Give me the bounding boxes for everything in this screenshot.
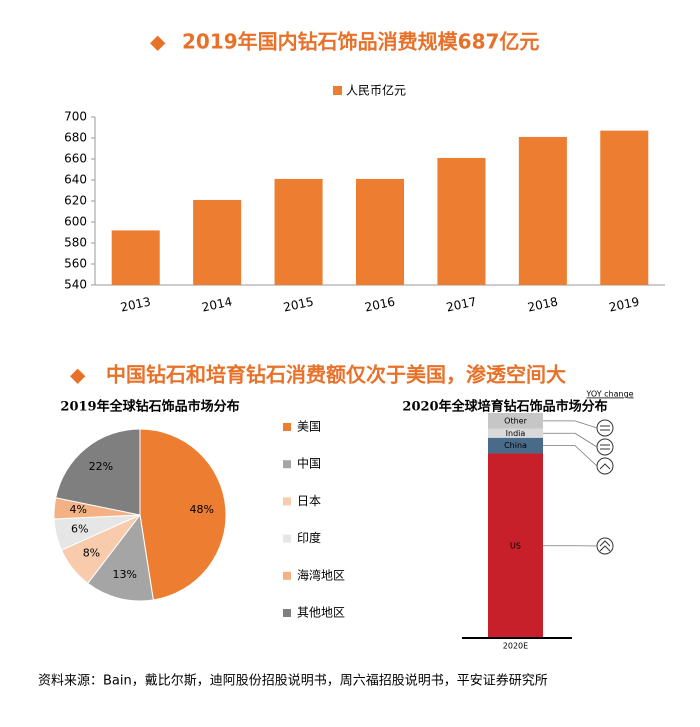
bar [600,130,649,285]
annotation: YOY change [585,390,633,399]
bar-segment [488,413,543,429]
section-title: 中国钻石和培育钻石消费额仅次于美国，渗透空间大 [106,363,566,387]
legend-swatch [333,86,342,95]
y-tick-label: 640 [64,173,87,187]
x-tick-label: 2013 [119,294,152,314]
y-tick-label: 540 [64,278,87,292]
icon [596,419,614,437]
data-label: 48% [190,503,214,516]
segment-label: Other [504,416,527,425]
chart-title: 2020年全球培育钻石饰品市场分布 [402,399,607,415]
legend-label: 其他地区 [297,606,345,620]
bullet: ◆ [150,30,166,54]
segment-label: India [506,429,526,438]
icon [599,463,611,470]
bullet: ◆ [70,363,86,387]
bar-segment [488,437,543,454]
y-tick-label: 620 [64,194,87,208]
legend-swatch [283,609,291,617]
connector [543,445,598,467]
bar [193,199,242,285]
x-tick-label: 2019 [608,294,641,314]
data-label: 13% [113,568,137,581]
icon [596,438,614,456]
legend-label: 中国 [297,456,321,471]
data-label: 6% [71,522,88,535]
bar [274,178,323,285]
x-tick-label: 2015 [282,294,315,314]
legend-label: 海湾地区 [297,567,345,582]
legend-swatch [283,534,291,543]
x-tick-label: 2017 [445,294,478,314]
data-label: 8% [83,546,100,559]
y-tick-label: 580 [64,236,87,250]
data-label: 22% [89,460,113,473]
pie-slice [55,428,141,516]
y-tick-label: 660 [64,152,87,166]
section-title: 2019年国内钻石饰品消费规模687亿元 [182,30,539,54]
legend-label: 日本 [297,494,321,508]
icon [596,457,614,475]
legend-label: 美国 [297,420,321,434]
yoy-icons [596,419,614,555]
icon [599,540,611,552]
bar [111,230,160,285]
pie-slice [87,513,154,602]
y-tick-label: 560 [64,257,87,271]
segment-label: China [504,441,527,450]
legend-swatch [283,460,291,469]
y-tick-label: 600 [64,215,87,229]
pie-slice [139,428,227,601]
bar [518,136,567,285]
legend-label: 人民币亿元 [346,83,406,98]
legend-label: 印度 [297,530,321,545]
data-label: 4% [70,503,87,516]
legend-swatch [283,497,291,506]
x-tick-label: 2016 [364,294,397,314]
legend-swatch [283,571,291,580]
source: 资料来源：Bain，戴比尔斯，迪阿股份招股说明书，周六福招股说明书，平安证券研究… [38,673,548,689]
x-tick-label: 2018 [526,294,559,314]
bar [355,178,405,285]
connector [543,420,598,429]
icon [600,444,610,450]
icon [600,425,610,431]
legend-swatch [283,423,291,431]
bar [437,157,486,285]
connector [543,432,598,448]
x-tick-label: 2020E [503,642,528,651]
chart-title: 2019年全球钻石饰品市场分布 [60,399,239,415]
x-tick-label: 2014 [201,294,234,314]
y-tick-label: 700 [64,110,87,124]
bar-segment [488,428,543,438]
bar-segment [488,453,543,638]
segment-label: US [510,541,521,550]
y-tick-label: 680 [64,131,87,145]
